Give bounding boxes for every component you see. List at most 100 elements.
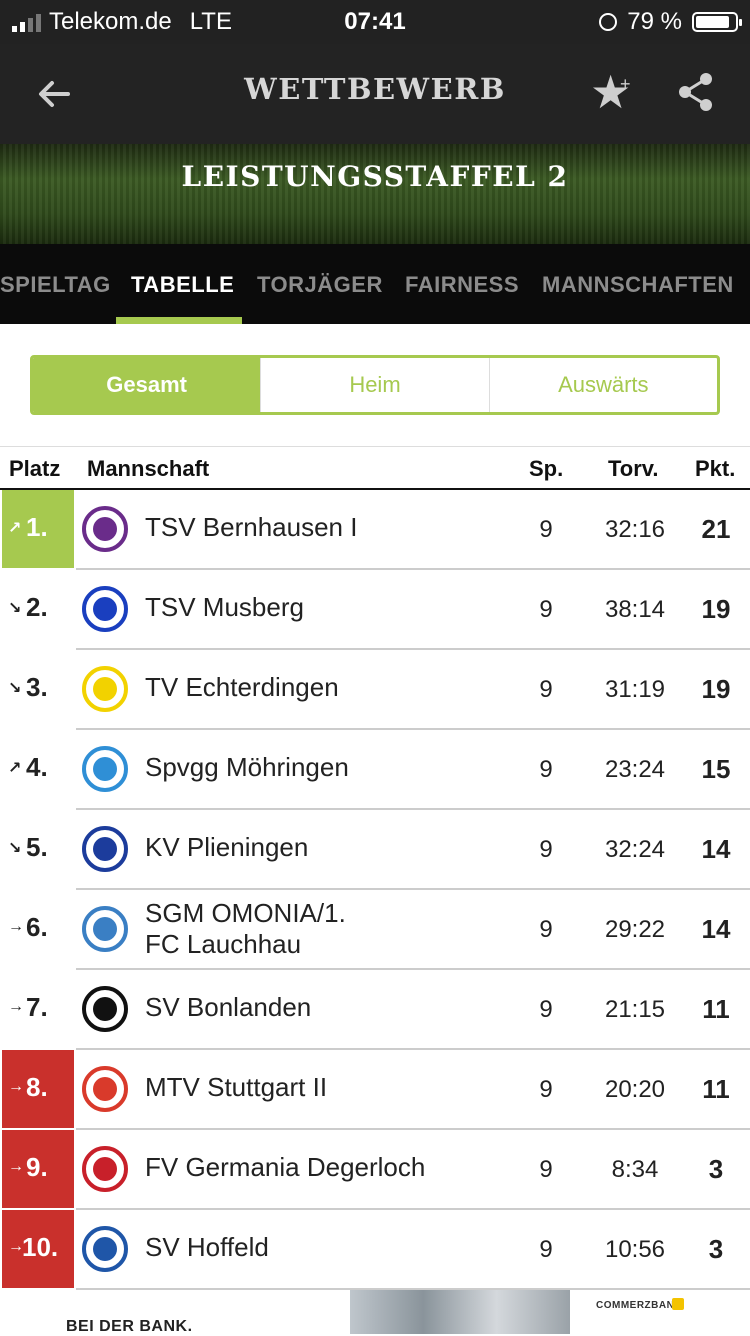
- header-platz: Platz: [9, 456, 61, 481]
- team-name: TSV Musberg: [145, 592, 304, 622]
- rank-cell: → 10.: [2, 1210, 74, 1288]
- points: 3: [708, 1234, 724, 1264]
- brand-logo-icon: [672, 1298, 684, 1310]
- tab-spieltag[interactable]: SPIELTAG: [0, 272, 111, 297]
- games-played: 9: [539, 756, 553, 783]
- team-name-line: SGM OMONIA/1.: [145, 898, 346, 928]
- header-torv: Torv.: [608, 456, 659, 481]
- trend-same-icon: →: [8, 1078, 24, 1095]
- points: 11: [702, 994, 730, 1024]
- share-icon[interactable]: [676, 72, 716, 112]
- rank-number: 3.: [26, 672, 48, 702]
- rank-cell: ↗ 1.: [2, 490, 74, 568]
- team-name: FV Germania Degerloch: [145, 1152, 426, 1182]
- favorite-star-icon[interactable]: ★ +: [590, 66, 632, 118]
- trend-same-icon: →: [8, 1158, 24, 1175]
- points: 14: [701, 834, 731, 864]
- competition-banner: LEISTUNGSSTAFFEL 2: [0, 144, 750, 244]
- goal-difference: 20:20: [604, 1076, 666, 1103]
- rank-number: 8.: [26, 1072, 48, 1102]
- row-divider: [76, 1288, 750, 1290]
- rank-cell: ↘ 5.: [2, 810, 74, 888]
- table-row[interactable]: → 9. FV Germania Degerloch 9 8:34 3: [0, 1130, 750, 1210]
- clock: 07:41: [344, 8, 406, 35]
- table-row[interactable]: ↘ 5. KV Plieningen 9 32:24 14: [0, 810, 750, 890]
- rank-number: 7.: [26, 992, 48, 1022]
- points: 21: [701, 514, 731, 544]
- battery-percent: 79 %: [627, 8, 682, 35]
- tab-bar: SPIELTAG TABELLE TORJÄGER FAIRNESS MANNS…: [0, 244, 750, 324]
- network-type: LTE: [189, 8, 232, 35]
- signal-icon: [12, 12, 41, 32]
- team-logo: [82, 586, 128, 632]
- table-row[interactable]: → 8. MTV Stuttgart II 9 20:20 11: [0, 1050, 750, 1130]
- goal-difference: 10:56: [604, 1236, 666, 1263]
- ad-text: BEI DER BANK.: [66, 1318, 193, 1335]
- row-divider: [76, 808, 750, 810]
- carrier-info: Telekom.de LTE: [12, 8, 232, 36]
- tab-tabelle[interactable]: TABELLE: [131, 272, 235, 297]
- rank-number: 5.: [26, 832, 48, 862]
- games-played: 9: [539, 516, 553, 543]
- row-divider: [76, 568, 750, 570]
- goal-difference: 23:24: [604, 756, 666, 783]
- active-tab-indicator: [116, 317, 242, 324]
- table-row[interactable]: ↘ 3. TV Echterdingen 9 31:19 19: [0, 650, 750, 730]
- trend-up-icon: ↗: [8, 520, 22, 537]
- team-logo: [82, 746, 128, 792]
- tab-mannschaften[interactable]: MANNSCHAFTEN: [542, 272, 734, 297]
- team-logo: [82, 1226, 128, 1272]
- rank-number: 4.: [26, 752, 48, 782]
- row-divider: [76, 1048, 750, 1050]
- rank-number: 10.: [22, 1232, 59, 1262]
- carrier-name: Telekom.de: [49, 8, 172, 35]
- games-played: 9: [539, 1156, 553, 1183]
- ad-banner[interactable]: BEI DER BANK. COMMERZBANK: [0, 1290, 750, 1335]
- team-name: KV Plieningen: [145, 832, 309, 862]
- team-name: TSV Bernhausen I: [145, 512, 358, 542]
- team-name-line: FC Lauchhau: [145, 929, 302, 959]
- rank-cell: → 8.: [2, 1050, 74, 1128]
- back-arrow-icon[interactable]: [36, 68, 80, 118]
- rank-cell: → 6.: [2, 890, 74, 968]
- goal-difference: 29:22: [604, 916, 666, 943]
- team-logo: [82, 826, 128, 872]
- team-logo: [82, 506, 128, 552]
- row-divider: [76, 728, 750, 730]
- games-played: 9: [539, 836, 553, 863]
- goal-difference: 32:24: [604, 836, 666, 863]
- table-row[interactable]: → 7. SV Bonlanden 9 21:15 11: [0, 970, 750, 1050]
- points: 19: [701, 674, 731, 704]
- tab-torjaeger[interactable]: TORJÄGER: [257, 272, 383, 297]
- header-mannschaft: Mannschaft: [87, 456, 210, 481]
- segment-auswaerts[interactable]: Auswärts: [488, 358, 717, 412]
- team-name: SGM OMONIA/1. FC Lauchhau: [145, 898, 515, 960]
- table-row[interactable]: ↗ 1. TSV Bernhausen I 9 32:16 21: [0, 490, 750, 570]
- team-name: SV Bonlanden: [145, 992, 312, 1022]
- tab-fairness[interactable]: FAIRNESS: [405, 272, 520, 297]
- points: 14: [701, 914, 731, 944]
- trend-down-icon: ↘: [8, 680, 22, 697]
- team-name: TV Echterdingen: [145, 672, 339, 702]
- rank-cell: ↘ 3.: [2, 650, 74, 728]
- rank-cell: ↗ 4.: [2, 730, 74, 808]
- team-logo: [82, 666, 128, 712]
- trend-down-icon: ↘: [8, 600, 22, 617]
- team-name: SV Hoffeld: [145, 1232, 269, 1262]
- games-played: 9: [539, 676, 553, 703]
- goal-difference: 21:15: [604, 996, 666, 1023]
- ad-brand: COMMERZBANK: [596, 1300, 683, 1311]
- table-row[interactable]: ↗ 4. Spvgg Möhringen 9 23:24 15: [0, 730, 750, 810]
- rank-cell: → 9.: [2, 1130, 74, 1208]
- battery-icon: [692, 12, 742, 32]
- goal-difference: 32:16: [604, 516, 666, 543]
- segment-gesamt[interactable]: Gesamt: [33, 358, 261, 412]
- goal-difference: 31:19: [604, 676, 666, 703]
- table-row[interactable]: → 6. SGM OMONIA/1. FC Lauchhau 9 29:22 14: [0, 890, 750, 970]
- table-row[interactable]: → 10. SV Hoffeld 9 10:56 3: [0, 1210, 750, 1290]
- table-row[interactable]: ↘ 2. TSV Musberg 9 38:14 19: [0, 570, 750, 650]
- segment-heim[interactable]: Heim: [260, 358, 488, 412]
- table-header: Platz Mannschaft Sp. Torv. Pkt.: [0, 446, 750, 490]
- header-pkt: Pkt.: [695, 456, 736, 481]
- team-logo: [82, 986, 128, 1032]
